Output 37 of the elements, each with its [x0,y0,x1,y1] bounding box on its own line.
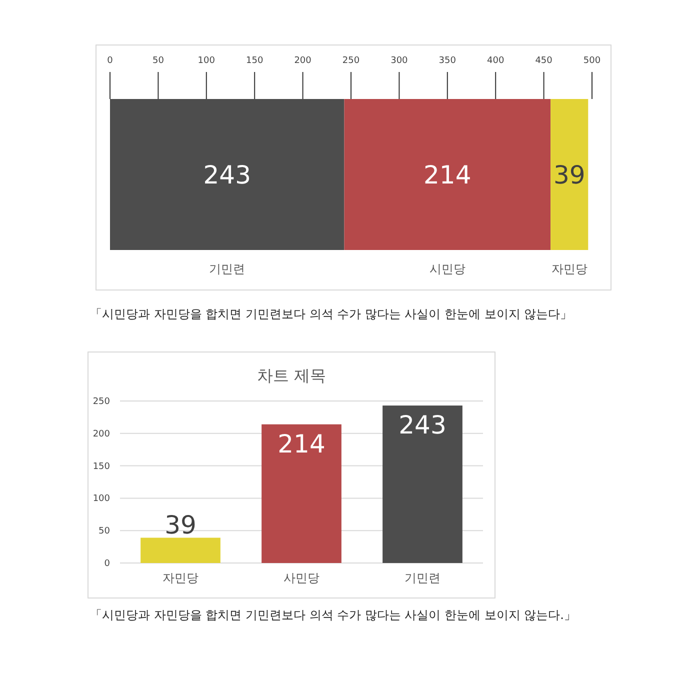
data-label: 214 [278,429,326,458]
series-label: 시민당 [429,262,466,276]
x-tick-label: 350 [438,56,456,66]
y-tick-label: 150 [92,462,110,472]
chart-title: 차트 제목 [256,366,326,385]
x-tick-label: 사민당 [284,571,320,585]
text: 「시민당과 자민당을 합치면 기민련보다 의석 수가 많다는 사실이 한눈에 보이지 않는다.」 [90,608,576,622]
data-label: 243 [203,160,251,190]
y-tick-label: 0 [104,559,110,569]
x-tick-label: 400 [487,56,504,66]
y-tick-label: 100 [92,494,110,504]
x-tick-label: 기민련 [404,571,440,585]
x-tick-label: 500 [583,56,601,66]
data-label: 214 [424,160,472,190]
x-tick-label: 자민당 [162,571,198,585]
x-tick-label: 300 [390,56,408,66]
bar [262,424,342,563]
y-tick-label: 50 [98,526,110,537]
data-label: 243 [398,410,446,440]
bar [550,99,588,250]
y-tick-label: 250 [92,397,110,407]
x-tick-label: 200 [294,56,312,66]
text: 「시민당과 자민당을 합치면 기민련보다 의석 수가 많다는 사실이 한눈에 보이지 않는다」 [90,307,572,321]
x-tick-label: 250 [342,56,360,66]
bar [140,538,220,563]
data-label: 39 [164,510,196,540]
series-label: 기민련 [209,262,246,276]
y-tick-label: 200 [92,429,110,440]
bar [344,99,551,250]
x-tick-label: 100 [198,56,216,66]
data-label: 39 [553,160,586,190]
bar [110,99,344,250]
bar [382,406,462,563]
x-tick-label: 450 [535,56,553,66]
x-tick-label: 150 [246,56,264,66]
series-label: 자민당 [551,262,588,276]
x-tick-label: 50 [152,56,164,66]
